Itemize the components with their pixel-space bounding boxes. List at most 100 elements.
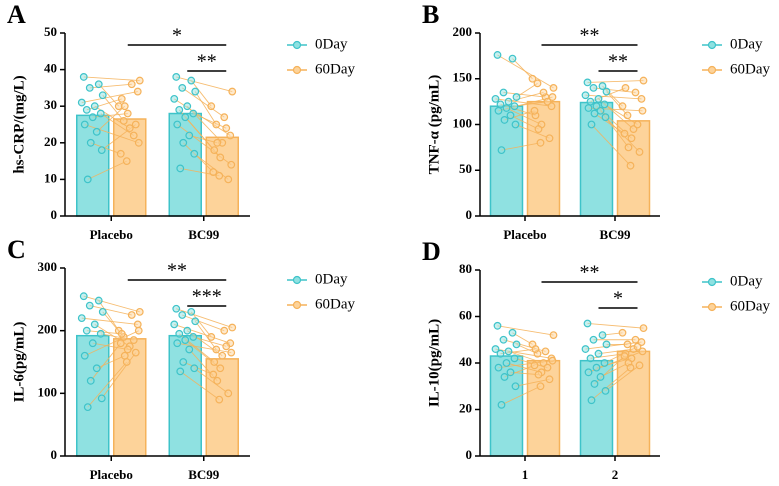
data-point [187, 307, 196, 316]
data-point [497, 146, 506, 155]
pair-line [506, 107, 542, 125]
data-point [504, 97, 513, 106]
data-point [512, 340, 521, 349]
legend-label: 0Day [315, 271, 348, 287]
legend-label: 60Day [315, 61, 355, 77]
data-point [227, 348, 236, 357]
data-point [502, 104, 511, 112]
data-point [181, 113, 190, 122]
pair-line [98, 300, 120, 331]
data-point [536, 138, 545, 147]
data-point [618, 102, 627, 111]
legend-marker [292, 40, 302, 50]
data-point [627, 134, 636, 143]
data-point [90, 102, 99, 111]
data-point [179, 138, 188, 147]
pair-line [591, 367, 631, 401]
data-point [98, 307, 107, 316]
data-point [183, 102, 192, 111]
pair-line [501, 385, 541, 406]
y-tick-label: 0 [466, 447, 473, 462]
data-point [589, 335, 598, 344]
bar [579, 359, 614, 457]
data-point [594, 94, 603, 103]
data-point [183, 326, 192, 335]
data-point [117, 329, 126, 338]
bar [113, 338, 147, 457]
pair-line [508, 350, 544, 364]
data-point [127, 311, 136, 319]
pair-line [497, 325, 554, 336]
pair-line [516, 82, 538, 98]
data-point [179, 358, 188, 366]
data-point [587, 120, 596, 129]
data-point [534, 370, 543, 379]
data-point [172, 304, 181, 313]
data-point [531, 345, 540, 353]
data-point [497, 400, 506, 409]
data-point [90, 320, 99, 329]
data-point [172, 73, 181, 81]
data-point [185, 345, 194, 354]
pair-line [81, 317, 138, 325]
data-point [178, 83, 187, 92]
y-tick-label: 40 [459, 354, 472, 369]
data-point [213, 138, 222, 147]
data-point [123, 345, 132, 354]
data-point [587, 396, 596, 405]
pair-line [193, 367, 229, 394]
data-point [83, 403, 92, 412]
data-point [119, 116, 128, 125]
data-point [170, 94, 179, 103]
data-point [127, 80, 136, 89]
data-point [511, 120, 520, 129]
data-point [620, 352, 629, 360]
pair-line [174, 323, 231, 344]
data-point [131, 120, 140, 129]
data-point [210, 358, 219, 366]
pair-line [183, 361, 214, 375]
data-point [543, 97, 552, 106]
data-point [590, 380, 599, 388]
data-point [209, 168, 218, 176]
pair-line [182, 314, 225, 332]
data-point [637, 94, 646, 103]
data-point [181, 336, 190, 344]
data-point [510, 102, 519, 111]
data-point [85, 301, 94, 310]
bar [489, 355, 524, 457]
legend-marker [292, 65, 302, 75]
data-point [541, 347, 550, 356]
data-point [80, 351, 89, 360]
x-tick-label: BC99 [188, 227, 220, 242]
legend-label: 60Day [315, 296, 355, 312]
significance-label: ** [580, 262, 600, 284]
data-point [530, 106, 539, 115]
y-axis-label: IL-6(pg/mL) [11, 322, 27, 403]
data-point [584, 104, 593, 112]
data-point [602, 87, 611, 96]
y-tick-label: 30 [44, 97, 57, 112]
pair-line [176, 308, 233, 328]
data-point [639, 324, 648, 333]
data-point [226, 131, 235, 140]
bar [526, 100, 561, 217]
data-point [185, 131, 194, 140]
y-tick-label: 0 [51, 207, 58, 222]
data-point [600, 359, 609, 367]
data-point [212, 120, 221, 129]
data-point [506, 368, 515, 377]
data-point [633, 120, 642, 129]
pair-line [87, 160, 127, 180]
data-point [135, 307, 144, 316]
data-point [508, 54, 517, 63]
data-point [626, 363, 635, 372]
x-tick-label: 1 [522, 467, 529, 482]
legend-label: 60Day [730, 61, 770, 77]
pair-line [193, 336, 227, 347]
data-point [83, 175, 92, 184]
data-point [491, 94, 500, 103]
data-point [581, 345, 590, 353]
data-point [598, 82, 607, 90]
pair-line [604, 103, 638, 125]
